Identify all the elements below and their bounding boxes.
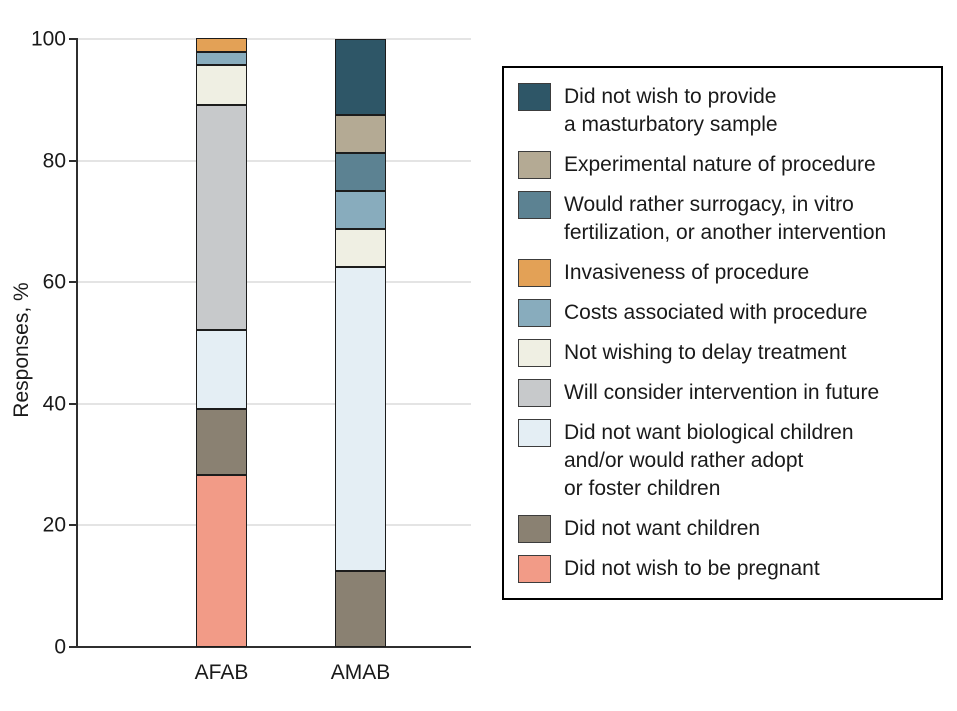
legend-swatch-10	[518, 555, 551, 583]
legend-label-3: Would rather surrogacy, in vitro fertili…	[564, 193, 887, 244]
legend-swatch-4	[518, 259, 551, 287]
legend-box: Did not wish to provide a masturbatory s…	[502, 66, 943, 600]
bar-segment-amab-3	[335, 153, 386, 191]
y-tick-60	[69, 281, 76, 284]
y-tick-100	[69, 38, 76, 40]
legend-item-2: Experimental nature of procedure	[518, 151, 927, 179]
bar-segment-amab-2	[335, 115, 386, 153]
y-tick-label-20: 20	[42, 513, 66, 537]
legend-swatch-5	[518, 299, 551, 327]
legend-item-10: Did not wish to be pregnant	[518, 555, 927, 583]
x-axis-line	[76, 646, 471, 648]
bar-segment-afab-8	[196, 329, 247, 409]
legend-label-4: Invasiveness of procedure	[564, 261, 810, 284]
y-tick-label-100: 100	[30, 27, 66, 51]
y-tick-40	[69, 402, 76, 405]
bar-segment-afab-9	[196, 408, 247, 475]
y-tick-20	[69, 524, 76, 527]
bar-segment-afab-5	[196, 51, 247, 66]
bar-segment-amab-1	[335, 39, 386, 115]
legend-label-2: Experimental nature of procedure	[564, 153, 876, 176]
bar-segment-amab-5	[335, 191, 386, 229]
y-axis-line	[76, 38, 78, 648]
legend-swatch-3	[518, 191, 551, 219]
legend-label-1: Did not wish to provide a masturbatory s…	[564, 85, 778, 136]
x-category-label-amab: AMAB	[330, 661, 391, 684]
legend-swatch-8	[518, 419, 551, 447]
gridline-60	[78, 281, 471, 284]
legend-rows: Did not wish to provide a masturbatory s…	[518, 83, 927, 583]
bar-segment-afab-6	[196, 65, 247, 105]
legend-swatch-7	[518, 379, 551, 407]
y-tick-label-80: 80	[42, 149, 66, 173]
legend-item-5: Costs associated with procedure	[518, 299, 927, 327]
legend-swatch-6	[518, 339, 551, 367]
bar-segment-afab-10	[196, 474, 247, 647]
legend-item-6: Not wishing to delay treatment	[518, 339, 927, 367]
y-tick-label-40: 40	[42, 392, 66, 416]
legend-item-4: Invasiveness of procedure	[518, 259, 927, 287]
gridline-100	[78, 38, 471, 40]
y-tick-label-60: 60	[42, 270, 66, 294]
legend-label-8: Did not want biological children and/or …	[564, 421, 854, 500]
legend-swatch-2	[518, 151, 551, 179]
gridline-80	[78, 159, 471, 162]
bar-segment-amab-6	[335, 229, 386, 267]
bar-segment-afab-7	[196, 104, 247, 330]
legend-item-9: Did not want children	[518, 515, 927, 543]
legend-swatch-1	[518, 83, 551, 111]
legend-swatch-9	[518, 515, 551, 543]
y-tick-label-0: 0	[54, 635, 66, 659]
legend-label-5: Costs associated with procedure	[564, 301, 868, 324]
y-tick-0	[69, 646, 76, 648]
y-tick-80	[69, 159, 76, 162]
x-category-label-afab: AFAB	[194, 661, 249, 684]
legend-label-6: Not wishing to delay treatment	[564, 341, 847, 364]
legend-label-7: Will consider intervention in future	[564, 381, 880, 404]
legend-label-10: Did not wish to be pregnant	[564, 557, 820, 580]
bar-segment-amab-8	[335, 267, 386, 571]
bar-segment-afab-4	[196, 38, 247, 52]
legend-item-7: Will consider intervention in future	[518, 379, 927, 407]
legend-label-9: Did not want children	[564, 517, 761, 540]
bar-segment-amab-9	[335, 571, 386, 647]
gridline-40	[78, 402, 471, 405]
legend-item-8: Did not want biological children and/or …	[518, 419, 927, 503]
legend-item-1: Did not wish to provide a masturbatory s…	[518, 83, 927, 139]
gridline-20	[78, 524, 471, 527]
legend-item-3: Would rather surrogacy, in vitro fertili…	[518, 191, 927, 247]
